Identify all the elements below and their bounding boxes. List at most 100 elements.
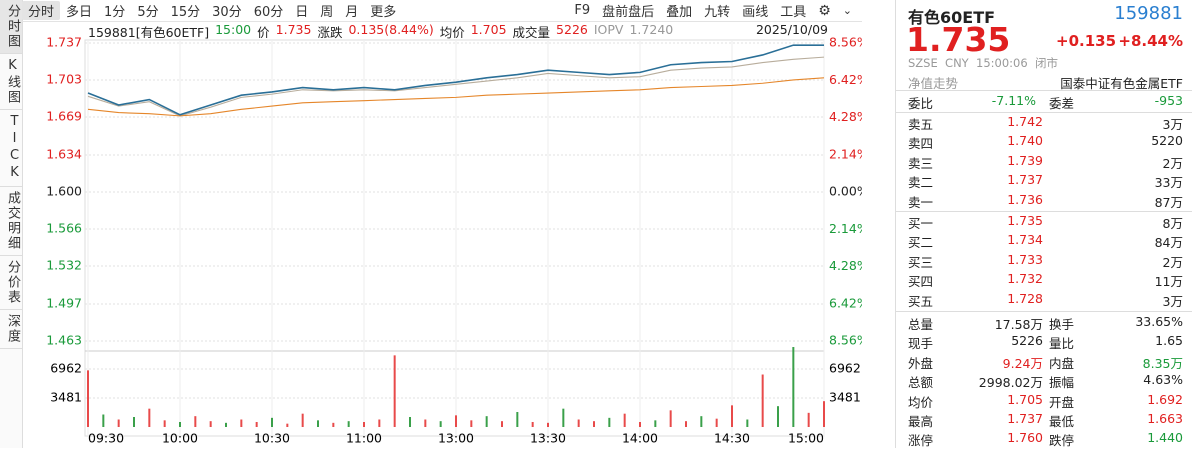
price-label: 价 — [257, 25, 270, 40]
code: 159881 — [1114, 3, 1183, 24]
bid-price: 1.728 — [1007, 290, 1043, 306]
stat-label: 均价 — [908, 394, 934, 410]
quote-row: 均价 1.705 开盘 1.692 — [896, 391, 1192, 410]
x-tick-label: 09:30 — [88, 431, 124, 446]
stat-value: 1.692 — [1147, 391, 1183, 407]
separator — [896, 311, 1192, 312]
quote-row: 总额 2998.02万 振幅 4.63% — [896, 371, 1192, 390]
volume-tick-label: 6962 — [50, 361, 82, 376]
status: SZSE CNY 15:00:06 闭市 — [908, 56, 1058, 70]
collapse-icon[interactable]: ⌄ — [842, 4, 852, 17]
y2-tick-label: 2.14% — [829, 146, 862, 161]
period-tab[interactable]: 月 — [345, 5, 359, 20]
ask-label: 卖三 — [908, 155, 934, 171]
side-tab[interactable]: K线图 — [0, 54, 22, 110]
bid-volume: 8万 — [1162, 216, 1183, 231]
label: 委差 — [1049, 96, 1075, 111]
stat-label: 总额 — [908, 375, 934, 391]
tool-button[interactable]: 叠加 — [666, 5, 693, 20]
gear-icon[interactable]: ⚙ — [818, 2, 831, 19]
quote-row: 外盘 9.24万 内盘 8.35万 — [896, 352, 1192, 371]
y2-tick-label: 2.14% — [829, 221, 862, 236]
quote-panel: 有色60ETF 159881 1.735 +0.135 +8.44% SZSE … — [895, 0, 1192, 448]
period-tab[interactable]: 分时 — [22, 1, 61, 20]
stat-value: 2998.02万 — [978, 375, 1043, 391]
side-tab[interactable]: 分时图 — [0, 0, 22, 54]
time: 15:00 — [215, 22, 252, 37]
stat-value: 1.440 — [1147, 430, 1183, 446]
quote-row: 卖四 1.740 5220 — [896, 132, 1192, 151]
volume-bar — [363, 422, 365, 427]
volume-bar — [608, 417, 611, 427]
x-tick-label: 10:30 — [254, 431, 290, 446]
side-tab[interactable]: 深度 — [0, 310, 22, 349]
bid-volume: 3万 — [1162, 293, 1183, 309]
tool-button[interactable]: 盘前盘后 — [602, 5, 655, 20]
stat-label: 最低 — [1049, 414, 1075, 429]
label: 委比 — [908, 96, 934, 111]
volume-bar — [255, 422, 258, 427]
stat-value: 1.760 — [1007, 430, 1043, 446]
period-tab[interactable]: 更多 — [370, 5, 397, 20]
x-tick-label: 13:00 — [438, 431, 474, 446]
side-tab[interactable]: 分价表 — [0, 256, 22, 310]
volume-bar — [194, 416, 197, 427]
volume-bar — [133, 417, 135, 427]
info-line: 159881[有色60ETF] 15:00 价 1.735 涨跌 0.135(8… — [88, 22, 828, 40]
bid-price: 1.732 — [1007, 271, 1043, 287]
y-tick-label: 1.463 — [46, 333, 82, 348]
bid-label: 买一 — [908, 216, 934, 231]
y2-tick-label: 8.56% — [829, 35, 862, 50]
quote-row: 卖五 1.742 3万 — [896, 113, 1192, 132]
series-line — [87, 77, 825, 117]
stat-value: 9.24万 — [1002, 355, 1043, 371]
volume-bar — [378, 419, 381, 427]
stat-value: 1.663 — [1147, 411, 1183, 426]
volume-bar — [393, 355, 396, 427]
ask-price: 1.742 — [1007, 114, 1043, 129]
x-tick-label: 11:00 — [346, 431, 382, 446]
tool-button[interactable]: 工具 — [780, 5, 807, 20]
period-tab[interactable]: 周 — [320, 5, 334, 20]
y-tick-label: 1.669 — [46, 108, 82, 123]
volume-bar — [102, 414, 105, 427]
period-tab[interactable]: 15分 — [170, 5, 201, 20]
period-tab[interactable]: 多日 — [66, 5, 93, 20]
side-tab[interactable]: TICK — [0, 110, 22, 187]
plot-frame — [84, 39, 825, 437]
x-tick-label: 10:00 — [162, 431, 198, 446]
name: 有色60ETF — [908, 8, 996, 27]
quote-row: 买三 1.733 2万 — [896, 251, 1192, 270]
volume-bar — [777, 406, 779, 427]
volume-bar — [424, 419, 427, 427]
tool-button[interactable]: 画线 — [742, 5, 769, 20]
stat-label: 外盘 — [908, 355, 934, 371]
code: 159881[有色60ETF] — [88, 25, 210, 40]
volume-bar — [577, 419, 580, 427]
quote-row: 买一 1.735 8万 — [896, 212, 1192, 231]
stat-label: 振幅 — [1049, 375, 1075, 391]
ask-label: 卖四 — [908, 136, 934, 152]
volume-bar — [823, 401, 825, 427]
period-tab[interactable]: 30分 — [212, 5, 242, 20]
period-tab[interactable]: 1分 — [104, 5, 126, 20]
bid-price: 1.735 — [1007, 213, 1043, 228]
tools: F9 盘前盘后 叠加 九转 画线 工具 ⚙ ⌄ — [568, 0, 858, 21]
period-tab[interactable]: 日 — [295, 5, 309, 20]
period-tab[interactable]: 5分 — [137, 5, 159, 20]
nav-link[interactable]: 净值走势 — [908, 76, 959, 91]
stat-label: 内盘 — [1049, 355, 1075, 371]
avg-label: 均价 — [439, 25, 465, 40]
side-tab[interactable]: 成交明细 — [0, 187, 22, 256]
series-line — [87, 56, 825, 117]
x-tick-label: 14:00 — [622, 431, 658, 446]
stat-value: 17.58万 — [994, 317, 1043, 332]
quote-row: 卖一 1.736 87万 — [896, 191, 1192, 210]
period-tab[interactable]: 60分 — [253, 5, 284, 20]
side-tabs: 分时图 K线图 TICK 成交明细 分价表 深度 — [0, 0, 23, 448]
volume-bar — [623, 413, 626, 427]
tool-button[interactable]: 九转 — [704, 5, 731, 20]
change: +0.135 — [1056, 32, 1117, 50]
tool-button[interactable]: F9 — [574, 3, 591, 18]
volume-bar — [485, 416, 488, 427]
